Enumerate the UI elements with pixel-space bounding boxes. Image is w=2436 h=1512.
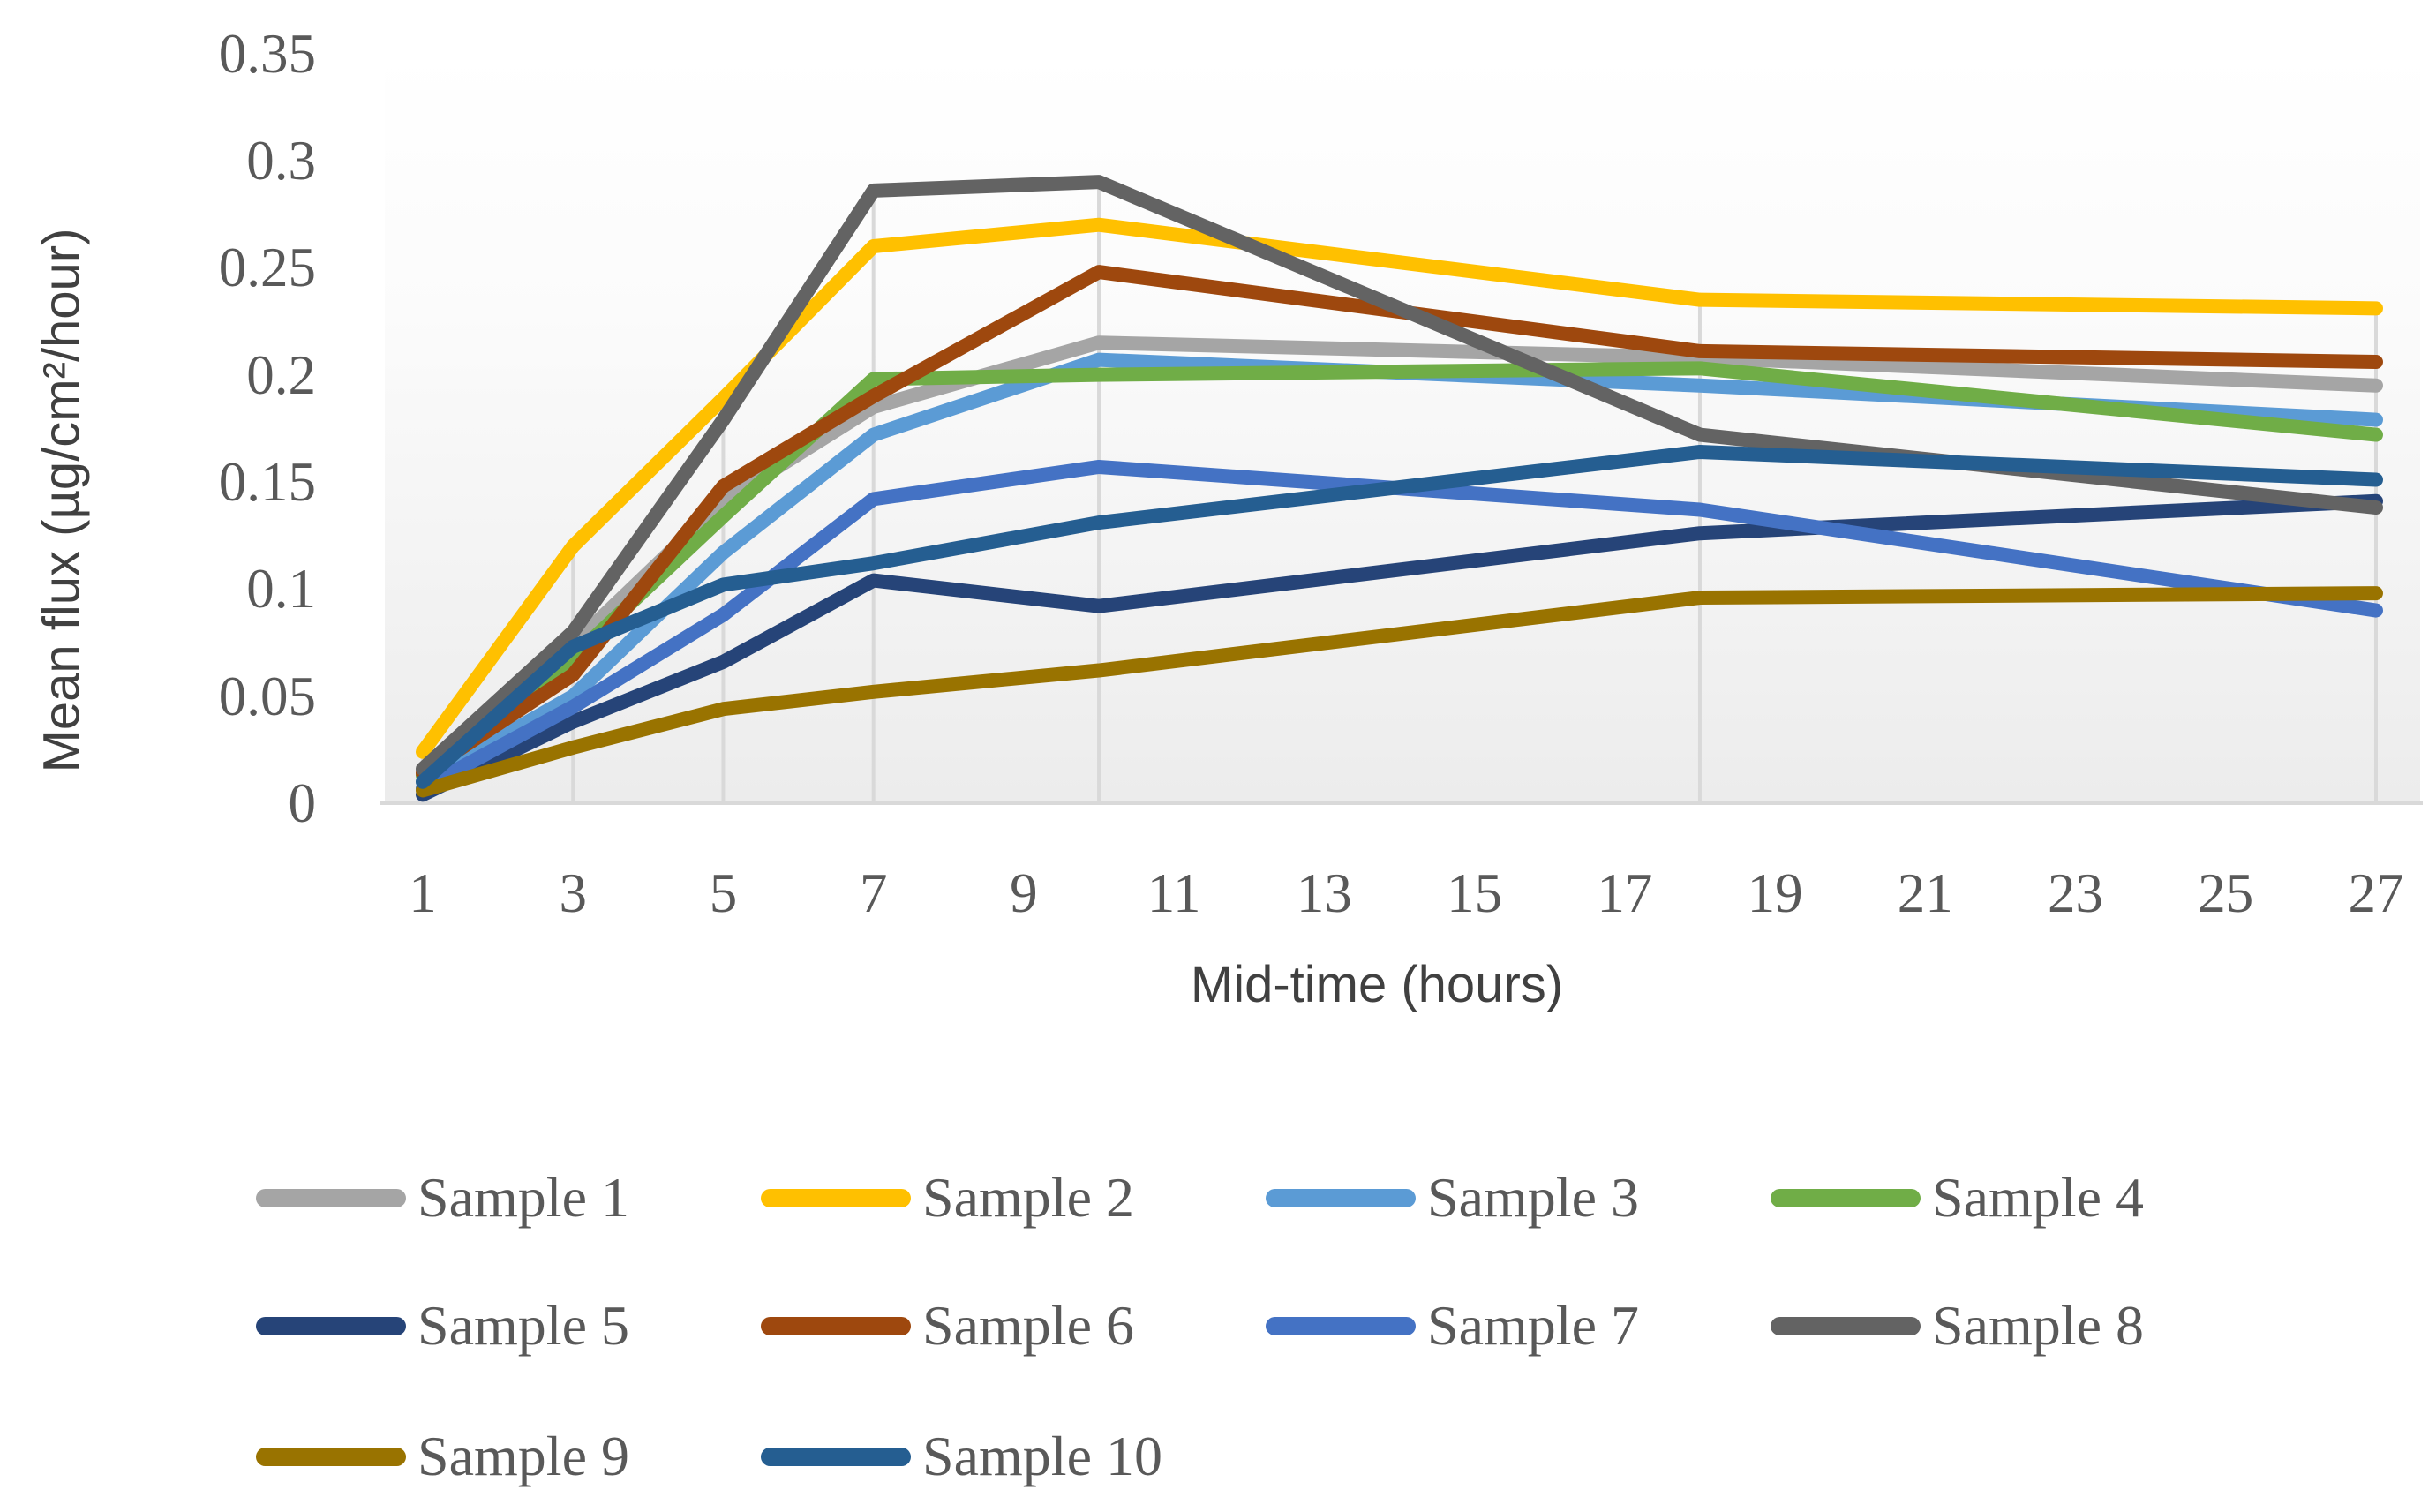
series-line-sample-8 [416,175,2383,777]
y-tick-label-0.3: 0.3 [246,129,316,192]
y-tick-label-0.25: 0.25 [218,237,316,299]
x-tick-label-19: 19 [1747,862,1803,924]
x-tick-label-25: 25 [2198,862,2254,924]
x-tick-label-15: 15 [1447,862,1503,924]
x-tick-label-1: 1 [409,862,437,924]
x-tick-label-27: 27 [2348,862,2404,924]
x-tick-label-5: 5 [709,862,738,924]
series-lines [416,175,2383,802]
y-axis-title-text: Mean flux (µg/cm²/hour) [33,228,91,773]
x-axis-title-text: Mid-time (hours) [1190,956,1564,1013]
series-line-sample-6 [416,265,2383,781]
y-tick-label-0: 0 [288,772,317,834]
x-tick-label-7: 7 [859,862,888,924]
x-tick-label-13: 13 [1296,862,1352,924]
x-tick-label-21: 21 [1897,862,1953,924]
series-line-sample-5 [416,493,2383,802]
y-tick-label-0.15: 0.15 [218,450,316,513]
series-line-sample-4 [416,361,2383,783]
y-tick-label-0.05: 0.05 [218,665,316,727]
x-tick-label-3: 3 [559,862,587,924]
x-tick-label-17: 17 [1597,862,1653,924]
series-line-sample-10 [416,444,2383,789]
x-tick-label-11: 11 [1147,862,1201,924]
series-line-sample-2 [416,217,2383,759]
x-tick-label-9: 9 [1010,862,1038,924]
x-axis-title: Mid-time (hours) [1024,955,1730,1014]
y-tick-label-0.35: 0.35 [218,22,316,85]
series-line-sample-9 [416,586,2383,798]
x-tick-label-23: 23 [2048,862,2104,924]
series-line-sample-7 [416,459,2383,796]
y-tick-label-0.2: 0.2 [246,343,316,406]
y-tick-label-0.1: 0.1 [246,558,316,621]
series-line-sample-3 [416,352,2383,789]
